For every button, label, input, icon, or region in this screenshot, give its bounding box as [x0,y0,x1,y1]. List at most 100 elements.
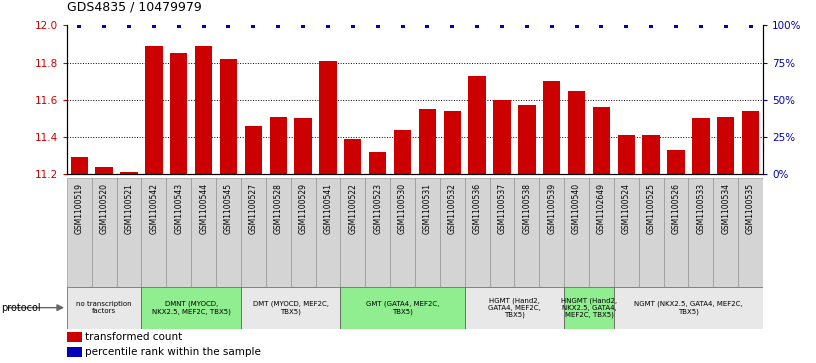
Bar [543,81,561,174]
Text: GSM1100527: GSM1100527 [249,183,258,234]
Bar [216,178,241,287]
Text: GSM1100540: GSM1100540 [572,183,581,234]
Text: GMT (GATA4, MEF2C,
TBX5): GMT (GATA4, MEF2C, TBX5) [366,301,439,315]
Text: GSM1102649: GSM1102649 [596,183,605,234]
Bar [713,178,738,287]
Bar [394,130,411,174]
Bar [95,167,113,174]
Bar [191,178,216,287]
Bar [245,126,262,174]
Point [446,23,459,29]
Bar [390,178,415,287]
Text: GSM1100521: GSM1100521 [125,183,134,234]
Bar [141,178,166,287]
Point [122,23,135,29]
Bar [667,150,685,174]
Bar [269,117,287,174]
Bar [241,178,266,287]
Point [570,23,583,29]
Text: GSM1100523: GSM1100523 [373,183,382,234]
Point [471,23,484,29]
Text: transformed count: transformed count [86,332,183,342]
Point [645,23,658,29]
Text: HNGMT (Hand2,
NKX2.5, GATA4,
MEF2C, TBX5): HNGMT (Hand2, NKX2.5, GATA4, MEF2C, TBX5… [561,297,617,318]
Point [545,23,558,29]
Bar [67,287,141,329]
Text: percentile rank within the sample: percentile rank within the sample [86,347,261,357]
Bar [618,135,635,174]
Bar [464,287,564,329]
Bar [120,172,138,174]
Text: GSM1100538: GSM1100538 [522,183,531,234]
Text: GSM1100545: GSM1100545 [224,183,233,234]
Bar [340,287,464,329]
Point [371,23,384,29]
Bar [166,178,191,287]
Text: GSM1100536: GSM1100536 [472,183,481,234]
Bar [71,158,88,174]
Point [346,23,359,29]
Bar [141,287,241,329]
Bar [738,178,763,287]
Bar [220,59,237,174]
Text: GSM1100532: GSM1100532 [448,183,457,234]
Point [272,23,285,29]
Bar [589,178,614,287]
Text: GSM1100542: GSM1100542 [149,183,158,234]
Bar [468,76,486,174]
Point [322,23,335,29]
Bar [493,100,511,174]
Point [669,23,682,29]
Point [148,23,161,29]
Text: GSM1100531: GSM1100531 [423,183,432,234]
Text: NGMT (NKX2.5, GATA4, MEF2C,
TBX5): NGMT (NKX2.5, GATA4, MEF2C, TBX5) [634,301,743,315]
Point [396,23,409,29]
Bar [514,178,539,287]
Point [98,23,111,29]
Point [172,23,185,29]
Bar [241,287,340,329]
Text: protocol: protocol [1,303,41,313]
Bar [415,178,440,287]
Bar [689,178,713,287]
Bar [67,178,91,287]
Bar [266,178,290,287]
Bar [639,178,663,287]
Text: GSM1100519: GSM1100519 [75,183,84,234]
Point [73,23,86,29]
Bar [444,111,461,174]
Text: no transcription
factors: no transcription factors [77,301,132,314]
Text: GSM1100537: GSM1100537 [498,183,507,234]
Bar [592,107,610,174]
Bar [568,90,585,174]
Text: GSM1100522: GSM1100522 [348,183,357,234]
Point [246,23,259,29]
Point [421,23,434,29]
Text: GSM1100534: GSM1100534 [721,183,730,234]
Bar [692,118,710,174]
Bar [319,61,337,174]
Bar [490,178,514,287]
Text: GSM1100529: GSM1100529 [299,183,308,234]
Bar [419,109,436,174]
Text: GSM1100525: GSM1100525 [646,183,655,234]
Bar [663,178,689,287]
Point [495,23,508,29]
Bar [195,46,212,174]
Text: GSM1100533: GSM1100533 [696,183,705,234]
Point [619,23,632,29]
Bar [464,178,490,287]
Point [744,23,757,29]
Bar [340,178,366,287]
Bar [614,178,639,287]
Bar [440,178,464,287]
Point [296,23,309,29]
Bar [539,178,564,287]
Bar [67,347,82,357]
Text: HGMT (Hand2,
GATA4, MEF2C,
TBX5): HGMT (Hand2, GATA4, MEF2C, TBX5) [488,297,541,318]
Text: GSM1100520: GSM1100520 [100,183,109,234]
Point [595,23,608,29]
Point [694,23,707,29]
Bar [717,117,734,174]
Text: GSM1100524: GSM1100524 [622,183,631,234]
